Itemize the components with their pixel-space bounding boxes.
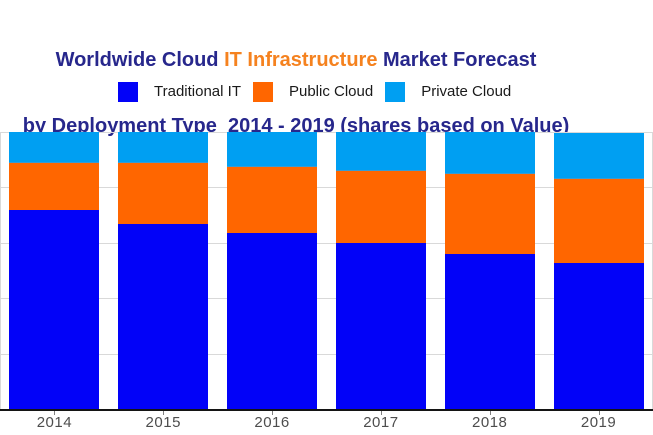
gridline-80 (0, 187, 653, 189)
stacked-bar-2018 (444, 132, 535, 410)
legend-swatch-icon (252, 82, 273, 102)
legend: Traditional IT Public Cloud Private Cloud (118, 82, 523, 102)
bar-column-2014 (0, 132, 109, 410)
legend-label: Traditional IT (154, 83, 241, 100)
stacked-bar-2017 (335, 132, 426, 410)
x-axis-label-2019: 2019 (580, 414, 617, 431)
legend-swatch-icon (385, 82, 406, 102)
bar-columns (0, 132, 653, 410)
legend-item-traditional-it: Traditional IT (118, 82, 241, 102)
plot-left-edge (0, 132, 1, 410)
bar-segment-traditional-it (335, 243, 426, 410)
bar-segment-private-cloud (553, 133, 644, 180)
bar-segment-public-cloud (227, 166, 318, 234)
bar-segment-traditional-it (118, 223, 209, 410)
x-axis-line (0, 409, 653, 411)
x-axis-label-2015: 2015 (145, 414, 181, 431)
bar-segment-traditional-it (444, 254, 535, 410)
bar-segment-public-cloud (444, 173, 535, 255)
legend-swatch-icon (118, 82, 138, 102)
bar-column-2019 (544, 132, 653, 410)
axis-tick-2017 (380, 411, 382, 415)
title-text-post: Market Forecast (377, 49, 537, 71)
x-axis-label-2018: 2018 (472, 414, 508, 431)
stacked-bar-2016 (227, 132, 318, 410)
bar-segment-private-cloud (227, 132, 318, 167)
bar-column-2016 (218, 132, 327, 410)
legend-label: Private Cloud (421, 83, 512, 100)
bar-segment-public-cloud (335, 170, 426, 244)
gridline-20 (0, 353, 653, 355)
stacked-bar-2015 (118, 132, 209, 410)
bar-segment-private-cloud (335, 132, 426, 171)
bar-segment-traditional-it (553, 262, 644, 410)
legend-item-private-cloud: Private Cloud (385, 82, 511, 102)
gridline-40 (0, 298, 653, 300)
legend-label: Public Cloud (288, 83, 374, 100)
stacked-bar-2019 (553, 133, 644, 410)
bar-segment-private-cloud (118, 132, 209, 163)
x-axis-labels: 2014 2015 2016 2017 2018 2019 (0, 414, 653, 432)
chart-title-line1: Worldwide Cloud IT Infrastructure Market… (0, 49, 592, 71)
bar-column-2018 (435, 132, 544, 410)
stacked-bar-2014 (9, 132, 100, 410)
gridline-100 (0, 131, 653, 133)
legend-item-public-cloud: Public Cloud (252, 82, 374, 102)
axis-tick-2015 (163, 411, 165, 415)
title-text-pre: Worldwide Cloud (55, 49, 225, 71)
bar-column-2015 (109, 132, 218, 410)
gridline-60 (0, 242, 653, 244)
bar-segment-traditional-it (227, 233, 318, 410)
bar-segment-private-cloud (9, 132, 100, 163)
plot-area (0, 131, 653, 410)
bar-segment-public-cloud (9, 162, 100, 210)
bar-column-2017 (326, 132, 435, 410)
x-axis-label-2017: 2017 (363, 414, 399, 431)
axis-tick-2016 (272, 411, 274, 415)
bar-segment-public-cloud (118, 162, 209, 224)
bar-segment-public-cloud (553, 179, 644, 263)
x-axis-label-2016: 2016 (254, 414, 290, 431)
axis-tick-2018 (489, 411, 491, 415)
bar-segment-traditional-it (9, 209, 100, 410)
title-text-highlight: IT Infrastructure (224, 49, 378, 71)
x-axis-label-2014: 2014 (36, 414, 73, 431)
axis-tick-2019 (598, 411, 600, 415)
bar-segment-private-cloud (444, 132, 535, 174)
axis-tick-2014 (54, 411, 56, 415)
